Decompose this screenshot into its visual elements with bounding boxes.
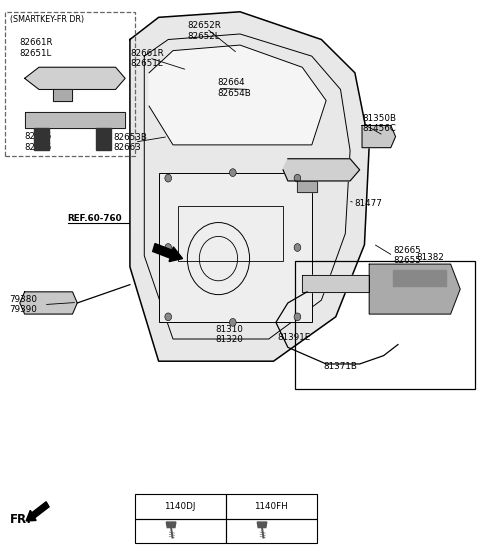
Polygon shape	[302, 275, 369, 292]
Bar	[226, 519, 317, 543]
Text: 81371B: 81371B	[324, 363, 358, 371]
Polygon shape	[298, 181, 317, 192]
Polygon shape	[34, 128, 48, 151]
Text: 82651L: 82651L	[20, 49, 52, 58]
Polygon shape	[369, 264, 460, 314]
Text: 82653B: 82653B	[113, 133, 147, 142]
Text: 1140FH: 1140FH	[254, 502, 288, 511]
Text: 81350B: 81350B	[362, 114, 396, 123]
Polygon shape	[24, 112, 125, 128]
Polygon shape	[166, 522, 176, 528]
Circle shape	[294, 244, 301, 251]
Bar	[178, 206, 283, 261]
Text: 82665: 82665	[393, 246, 421, 255]
Polygon shape	[283, 159, 360, 181]
Bar	[226, 494, 317, 519]
Text: 1140DJ: 1140DJ	[165, 502, 196, 511]
Polygon shape	[257, 522, 267, 528]
Polygon shape	[393, 270, 446, 286]
Polygon shape	[24, 67, 125, 90]
Circle shape	[294, 313, 301, 321]
Text: 81382: 81382	[416, 253, 444, 262]
Text: 81310: 81310	[215, 325, 243, 334]
Polygon shape	[149, 45, 326, 145]
Circle shape	[229, 168, 236, 176]
Text: 82486L: 82486L	[379, 281, 411, 290]
Text: FR.: FR.	[10, 513, 32, 526]
Text: 82661R: 82661R	[20, 38, 53, 47]
Circle shape	[294, 174, 301, 182]
FancyArrow shape	[153, 244, 182, 261]
Text: 79390: 79390	[9, 305, 37, 314]
Text: (SMARTKEY-FR DR): (SMARTKEY-FR DR)	[10, 14, 84, 23]
Bar	[135, 494, 226, 519]
Polygon shape	[20, 292, 77, 314]
Polygon shape	[53, 90, 72, 101]
Bar	[158, 172, 312, 322]
Text: 82496R: 82496R	[379, 291, 412, 300]
Text: 82652R: 82652R	[187, 21, 221, 30]
Text: 82655: 82655	[393, 256, 421, 265]
Text: 79380: 79380	[9, 295, 37, 304]
Text: 82654B: 82654B	[217, 89, 251, 98]
Circle shape	[229, 319, 236, 326]
Circle shape	[165, 244, 171, 251]
Polygon shape	[362, 126, 396, 148]
Text: REF.60-760: REF.60-760	[68, 214, 122, 222]
Text: 82665: 82665	[24, 132, 52, 141]
Text: 82664: 82664	[217, 78, 245, 87]
Text: 82655: 82655	[24, 143, 52, 152]
Text: 82663: 82663	[113, 143, 141, 152]
Polygon shape	[130, 12, 369, 361]
Circle shape	[165, 174, 171, 182]
Text: 81391E: 81391E	[277, 333, 311, 342]
Circle shape	[165, 313, 171, 321]
Text: 82661R: 82661R	[130, 49, 164, 58]
Text: 81456C: 81456C	[362, 125, 396, 133]
Text: 81381: 81381	[416, 264, 444, 272]
Polygon shape	[96, 128, 111, 151]
Text: 81477: 81477	[355, 198, 383, 207]
FancyArrow shape	[26, 502, 49, 521]
Text: 82652L: 82652L	[187, 32, 220, 41]
Bar	[135, 519, 226, 543]
Text: 81320: 81320	[215, 335, 243, 344]
Bar	[295, 261, 475, 389]
Text: 82651L: 82651L	[130, 59, 163, 68]
